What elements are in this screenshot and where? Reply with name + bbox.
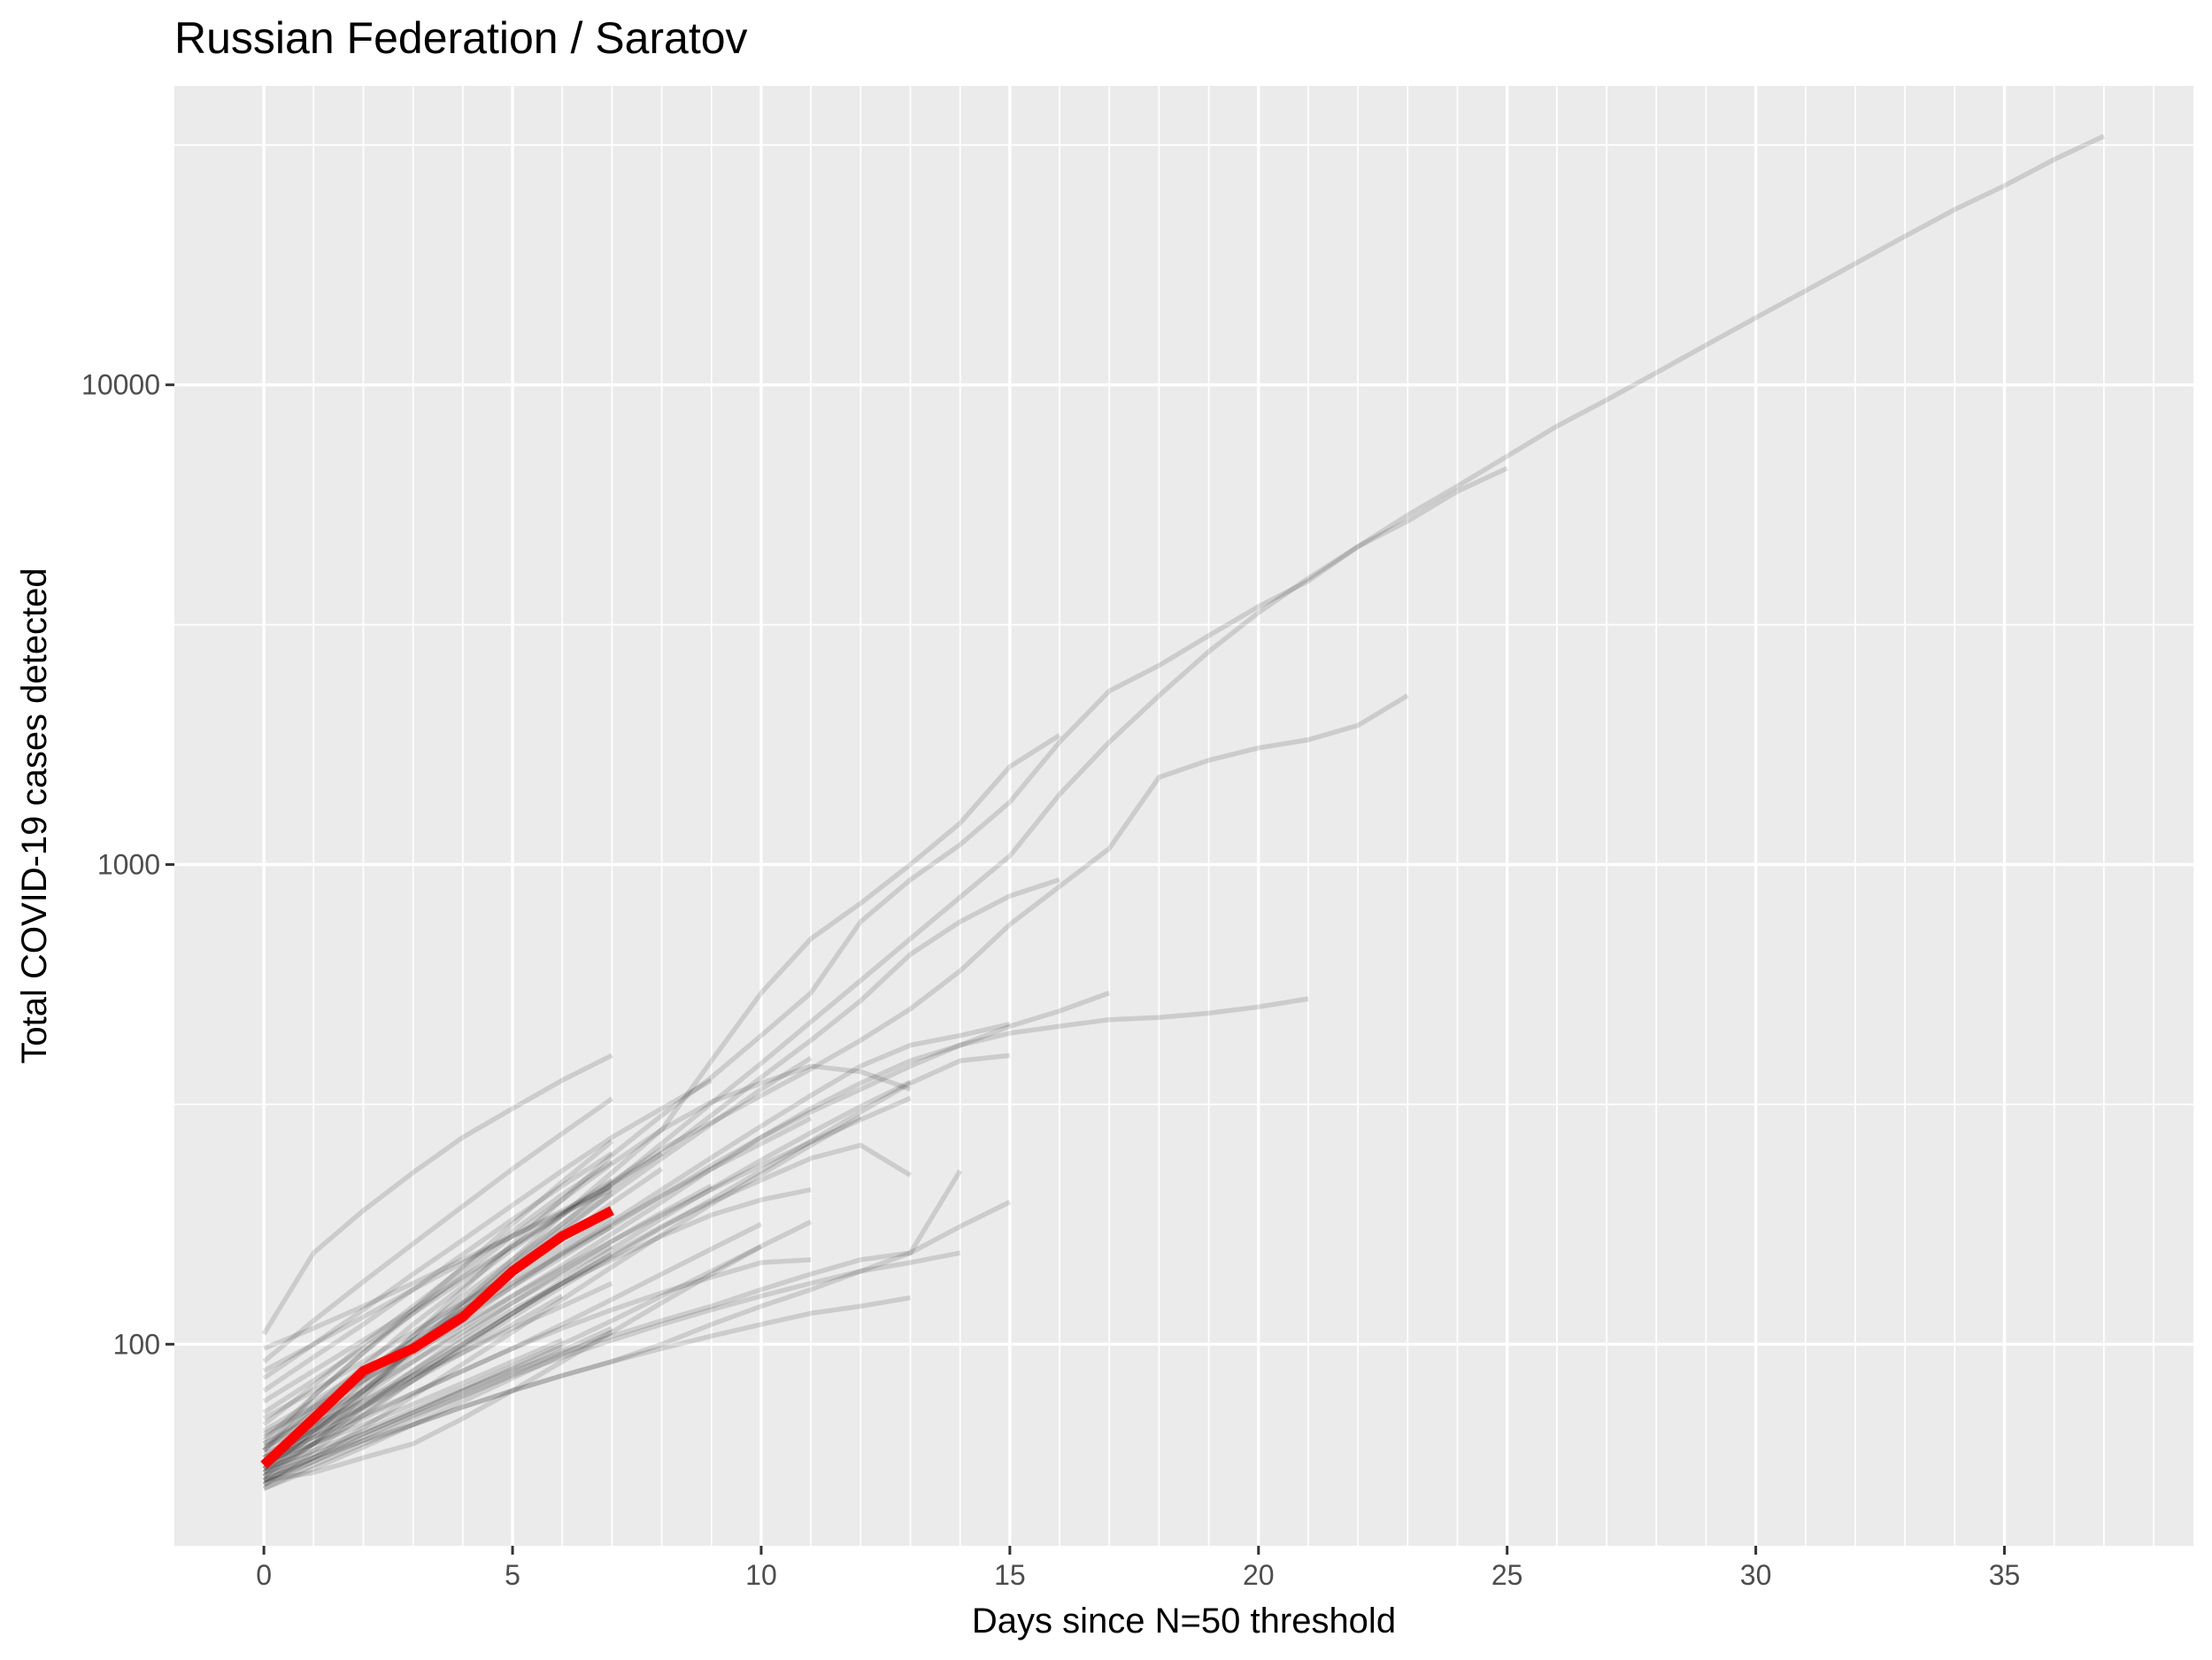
x-tick-label: 15 (994, 1559, 1026, 1591)
x-axis-title: Days since N=50 threshold (972, 1602, 1396, 1641)
series-line (262, 1183, 713, 1479)
series-line (262, 1187, 812, 1460)
series-line (263, 1244, 763, 1471)
y-axis-title: Total COVID-19 cases detected (15, 567, 54, 1063)
series-line (261, 1053, 613, 1336)
series-line (263, 1187, 613, 1351)
series-line (263, 1338, 564, 1464)
series-line (262, 996, 1309, 1471)
series-line (263, 1325, 613, 1483)
series-line (262, 1142, 912, 1468)
series-line (262, 1252, 613, 1468)
x-tick-label: 30 (1740, 1559, 1772, 1591)
series-line (262, 1177, 613, 1415)
x-axis: 0 5 10 15 20 25 30 35 (256, 1546, 2020, 1591)
series-line (262, 1169, 963, 1483)
series-line (262, 1281, 613, 1450)
grid-minor (174, 86, 2193, 1546)
series-line (262, 1077, 713, 1380)
series-line (263, 1295, 911, 1479)
y-tick-label: 10000 (81, 369, 160, 401)
x-tick-label: 5 (505, 1559, 520, 1591)
plot-panel (174, 86, 2193, 1546)
y-tick-label: 1000 (97, 849, 160, 881)
chart-title: Russian Federation / Saratov (174, 13, 748, 63)
series-line (262, 1139, 614, 1443)
series-line (262, 1053, 1011, 1475)
series-line (262, 733, 1061, 1483)
series-line (262, 693, 1409, 1453)
x-tick-label: 25 (1491, 1559, 1523, 1591)
series-line (262, 1022, 1011, 1463)
series-line (262, 1063, 912, 1453)
series-line (262, 1115, 862, 1487)
series-line (262, 1183, 613, 1373)
series-line (262, 1151, 613, 1394)
highlight-layer (260, 1206, 614, 1469)
series-line (262, 1096, 613, 1364)
y-tick-label: 100 (113, 1328, 160, 1360)
y-axis: 100 1000 10000 (81, 369, 174, 1360)
series-line (262, 1151, 664, 1404)
grid-major (174, 86, 2193, 1546)
x-tick-label: 0 (256, 1559, 272, 1591)
series-line (262, 466, 1508, 1471)
series-line (262, 1215, 613, 1421)
series-line (262, 1200, 1012, 1491)
series-line (262, 1257, 812, 1471)
series-line (262, 876, 1060, 1460)
series-line (262, 1095, 912, 1437)
series-line (263, 1219, 813, 1483)
series-line (262, 1293, 564, 1456)
series-line (263, 1344, 564, 1475)
highlight-series-line (260, 1206, 614, 1469)
series-line (263, 1222, 763, 1461)
x-tick-label: 10 (745, 1559, 777, 1591)
series-line (262, 1079, 912, 1487)
x-tick-label: 35 (1989, 1559, 2021, 1591)
series-line (262, 1160, 613, 1427)
series-line (262, 134, 2106, 1479)
x-tick-label: 20 (1243, 1559, 1275, 1591)
series-line (263, 1330, 613, 1491)
series-line (262, 1250, 961, 1487)
